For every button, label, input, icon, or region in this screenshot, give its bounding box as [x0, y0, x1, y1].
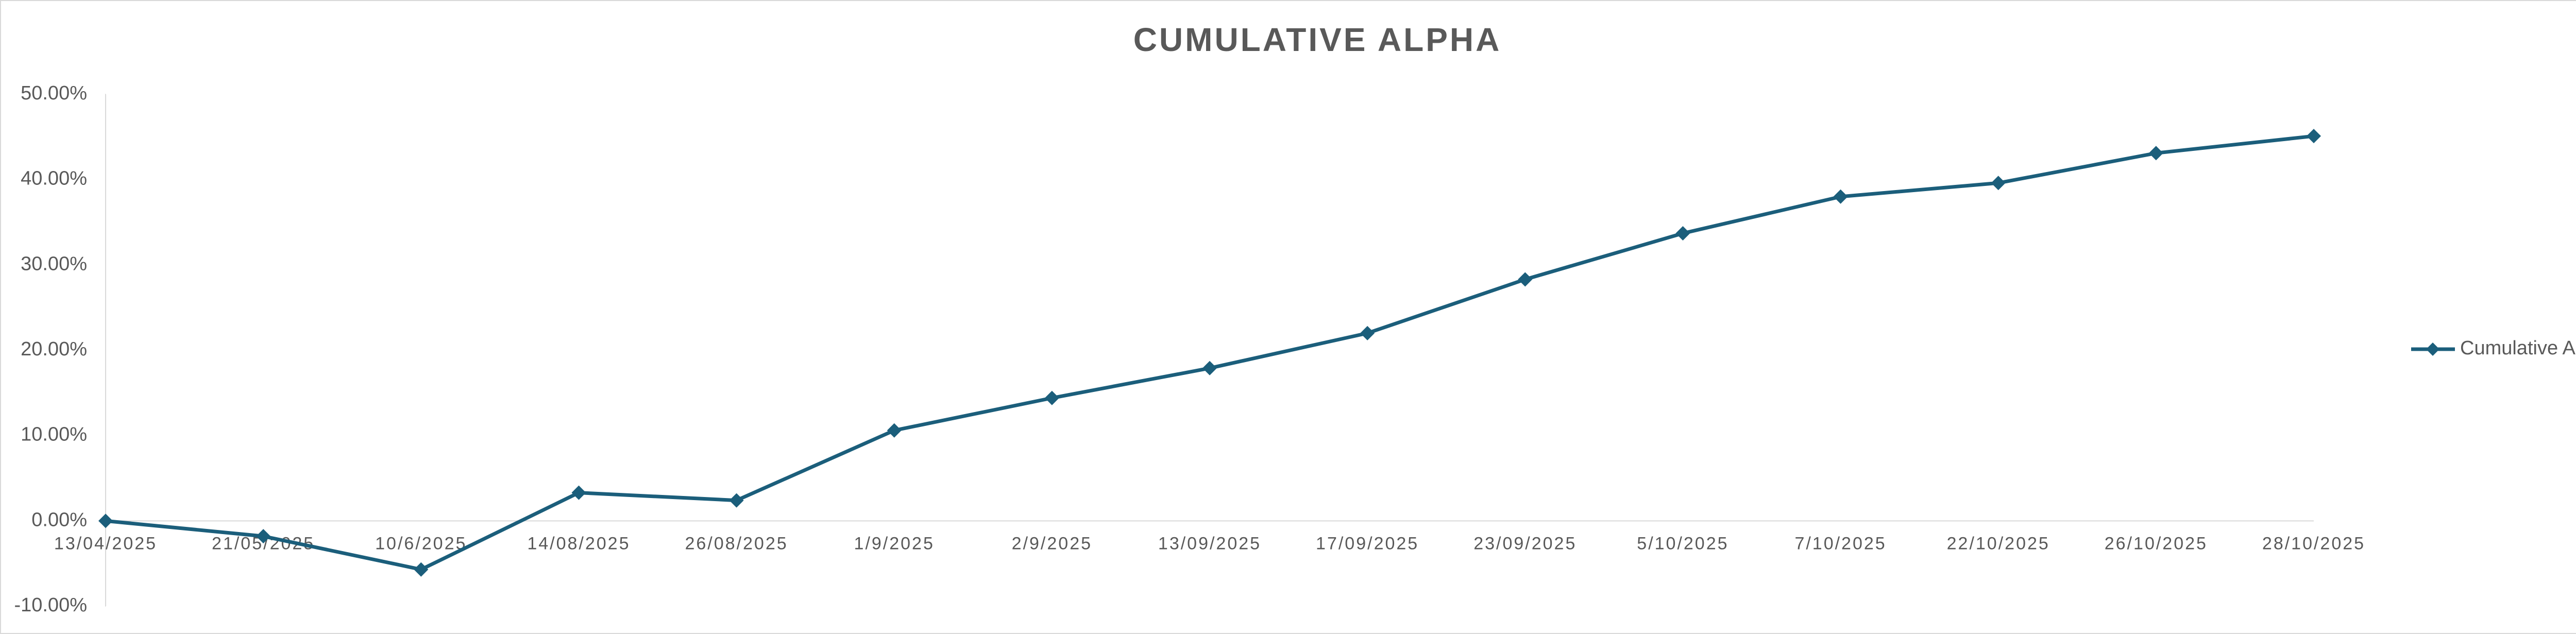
- data-point: [98, 513, 113, 528]
- x-tick-label: 13/09/2025: [1158, 534, 1261, 553]
- x-tick-label: 14/08/2025: [527, 534, 630, 553]
- data-point: [1991, 176, 2006, 191]
- chart-title: CUMULATIVE ALPHA: [1133, 21, 1502, 58]
- data-point: [2148, 146, 2163, 161]
- data-point: [1360, 325, 1375, 340]
- x-tick-label: 17/09/2025: [1316, 534, 1419, 553]
- data-point: [571, 485, 586, 500]
- y-tick-label: 50.00%: [21, 82, 87, 104]
- x-tick-label: 28/10/2025: [2262, 534, 2365, 553]
- x-tick-label: 26/10/2025: [2105, 534, 2208, 553]
- x-tick-label: 22/10/2025: [1947, 534, 2050, 553]
- x-tick-label: 5/10/2025: [1637, 534, 1728, 553]
- x-tick-label: 7/10/2025: [1794, 534, 1886, 553]
- x-tick-label: 2/9/2025: [1012, 534, 1092, 553]
- data-point: [2307, 129, 2321, 144]
- y-tick-label: 20.00%: [21, 338, 87, 360]
- y-tick-label: 10.00%: [21, 424, 87, 445]
- data-point: [887, 423, 902, 438]
- data-point: [1518, 272, 1533, 287]
- y-tick-label: 40.00%: [21, 168, 87, 190]
- y-tick-label: 30.00%: [21, 253, 87, 275]
- y-tick-label: -10.00%: [14, 594, 87, 616]
- data-point: [1202, 361, 1217, 375]
- y-tick-label: 0.00%: [31, 509, 87, 530]
- data-point: [729, 493, 744, 508]
- x-tick-label: 10/6/2025: [375, 534, 467, 553]
- legend-marker: [2426, 342, 2439, 356]
- data-point: [1044, 390, 1059, 405]
- data-point: [414, 562, 429, 577]
- data-point: [256, 529, 271, 544]
- x-tick-label: 26/08/2025: [685, 534, 788, 553]
- data-point: [1833, 189, 1848, 204]
- x-tick-label: 13/04/2025: [54, 534, 157, 553]
- legend-label: Cumulative Alpha: [2460, 337, 2576, 359]
- x-tick-label: 1/9/2025: [854, 534, 935, 553]
- data-point: [1675, 226, 1690, 241]
- x-tick-label: 23/09/2025: [1473, 534, 1577, 553]
